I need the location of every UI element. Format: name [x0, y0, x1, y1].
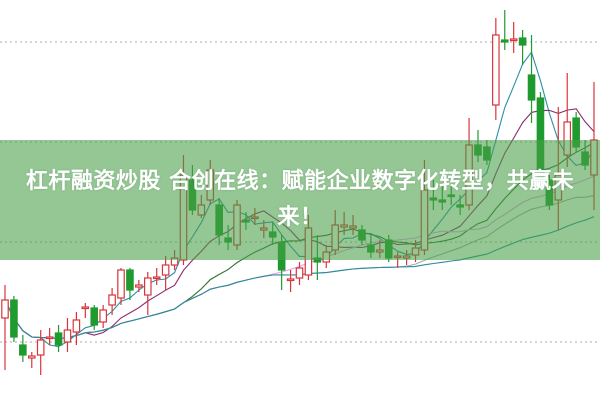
candle-body — [54, 332, 63, 346]
candle-body — [45, 336, 54, 340]
candle-body — [126, 269, 134, 291]
candle-body — [10, 299, 18, 338]
candle-body — [90, 307, 99, 326]
candle-body — [286, 278, 295, 282]
headline-text: 杠杆融资炒股 合创在线：赋能企业数字化转型，共赢未来！ — [25, 169, 575, 230]
candle-body — [99, 309, 107, 323]
candle-body — [295, 267, 304, 279]
candle-body — [108, 294, 116, 306]
candle-body — [117, 269, 125, 299]
candle-body — [36, 339, 45, 356]
candle-body — [63, 329, 72, 343]
candle-body — [27, 355, 36, 359]
candle-body — [19, 344, 27, 356]
candle-body — [1, 299, 9, 319]
candle-body — [492, 34, 500, 106]
candle-body — [518, 37, 527, 46]
candle-body — [72, 319, 81, 333]
candle-body — [152, 276, 161, 280]
candle-body — [81, 306, 90, 310]
candle-body — [143, 277, 152, 296]
candle-body — [527, 74, 536, 101]
candle-body — [500, 39, 509, 43]
candle-body — [135, 284, 143, 288]
candle-body — [509, 38, 518, 42]
candle-body — [161, 264, 170, 276]
headline-banner: 杠杆融资炒股 合创在线：赋能企业数字化转型，共赢未来！ — [0, 140, 600, 260]
